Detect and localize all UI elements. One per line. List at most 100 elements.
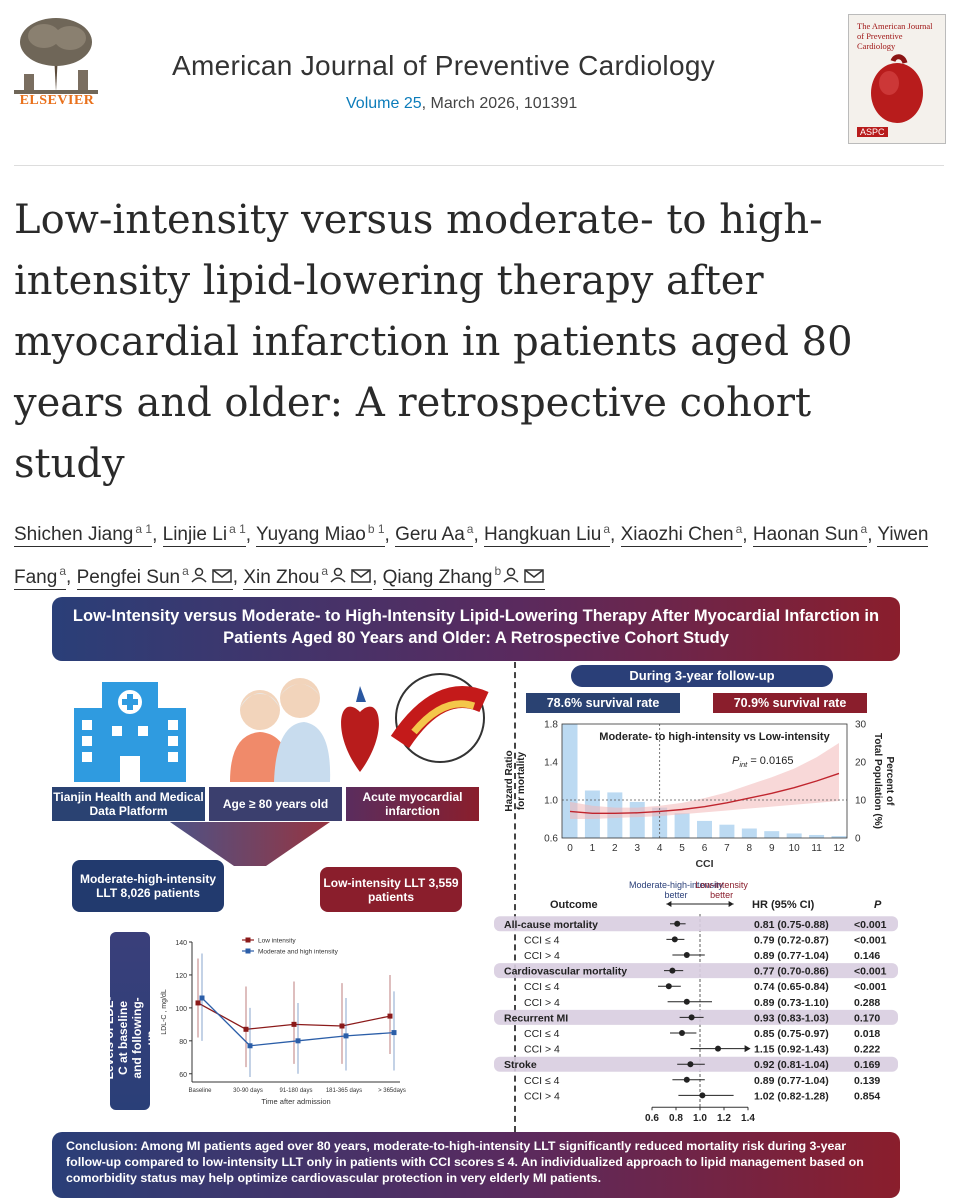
data-point [243, 1026, 249, 1032]
data-point [291, 1021, 297, 1027]
ldl-panel-label-bg [110, 932, 150, 1110]
person-email-icon[interactable] [503, 560, 545, 596]
x-tick-label: 1 [590, 843, 596, 854]
hr-value: 0.74 (0.65-0.84) [754, 981, 829, 993]
hr-value: 0.81 (0.75-0.88) [754, 919, 829, 931]
x-tick-label: 4 [657, 843, 663, 854]
publisher-name[interactable]: ELSEVIER [19, 93, 95, 108]
population-bar [697, 820, 712, 838]
left-better-label: Moderate-high-intensity better [629, 880, 724, 900]
x-tick-label: 3 [634, 843, 640, 854]
journal-title[interactable]: American Journal of Preventive Cardiolog… [172, 50, 716, 81]
author-affiliation: a [321, 564, 329, 579]
ga-illustrations [74, 673, 489, 782]
author-affiliation: a [59, 564, 66, 579]
author-link[interactable]: Yuyang Miao b 1 [255, 522, 385, 548]
data-point [343, 1033, 349, 1039]
author-list: Shichen Jiang a 1, Linjie Li a 1, Yuyang M… [14, 511, 934, 596]
author-link[interactable]: Haonan Sun a [752, 522, 868, 548]
followup-label: During 3-year follow-up [571, 665, 833, 687]
y-tick-label: 100 [175, 1006, 187, 1013]
y-tick-label: 0.6 [544, 834, 558, 845]
row-label: CCI ≤ 4 [524, 981, 560, 993]
ci-arrow [744, 1045, 751, 1053]
population-bar [764, 831, 780, 838]
row-label: CCI > 4 [524, 950, 560, 962]
x-tick-label: 0.6 [645, 1113, 659, 1124]
row-label: CCI > 4 [524, 1090, 560, 1102]
author-name: Haonan Sun [752, 524, 859, 546]
journal-cover[interactable]: The American Journal of Preventive Cardi… [848, 14, 946, 144]
author-link[interactable]: Shichen Jiang a 1 [14, 522, 153, 548]
author-link[interactable]: Pengfei Sun a [76, 564, 233, 590]
x-tick-label: Baseline [188, 1088, 212, 1094]
author-link[interactable]: Hangkuan Liu a [484, 522, 610, 548]
p-value: 0.169 [854, 1059, 880, 1071]
person-email-icon[interactable] [330, 560, 372, 596]
point-estimate [671, 936, 678, 943]
y-tick-label: 120 [175, 973, 187, 980]
legend-label: Low intensity [258, 938, 296, 945]
person-email-icon[interactable] [191, 560, 233, 596]
author-link[interactable]: Xin Zhou a [243, 564, 373, 590]
row-label: CCI > 4 [524, 997, 560, 1009]
survival-moderate: 78.6% survival rate [526, 693, 680, 713]
p-value: <0.001 [854, 919, 887, 931]
point-estimate [669, 967, 676, 974]
funnel-arrow [170, 822, 330, 866]
author-name: Qiang Zhang [382, 566, 493, 588]
legend-marker [245, 937, 251, 943]
box-age-criterion: Age ≥ 80 years old [209, 787, 342, 821]
hr-value: 0.79 (0.72-0.87) [754, 934, 829, 946]
p-value: <0.001 [854, 981, 887, 993]
y-axis-label: LDL-C , mg/dL [161, 989, 168, 1035]
volume-link[interactable]: Volume 25 [346, 95, 422, 112]
p-value: 0.018 [854, 1028, 880, 1040]
author-link[interactable]: Yiwen Fang a [14, 524, 929, 590]
ci-band [570, 743, 839, 819]
elsevier-tree-logo[interactable] [14, 14, 98, 110]
row-label: Stroke [504, 1059, 537, 1071]
cover-title: The American Journal of Preventive Cardi… [857, 21, 933, 51]
x-tick-label: 10 [789, 843, 801, 854]
box-data-platform: Tianjin Health and Medical Data Platform [52, 787, 205, 821]
author-link[interactable]: Xiaozhi Chen a [620, 522, 743, 548]
author-link[interactable]: Linjie Li a 1 [162, 522, 246, 548]
author-name: Xin Zhou [243, 566, 320, 588]
author-affiliation: a 1 [135, 522, 153, 536]
author-link[interactable]: Geru Aa a [395, 522, 474, 548]
x-tick-label: > 365days [378, 1088, 406, 1094]
author-affiliation: a [735, 522, 743, 536]
data-point [295, 1038, 301, 1044]
population-bar [831, 836, 847, 838]
article-title: Low-intensity versus moderate- to high-i… [14, 197, 853, 487]
x-axis-label: CCI [695, 858, 713, 870]
y-tick-label: 60 [179, 1072, 187, 1079]
author-separator: , [66, 566, 77, 588]
hr-value: 0.93 (0.83-1.03) [754, 1012, 829, 1024]
population-bar [741, 828, 757, 838]
author-name: Linjie Li [162, 524, 228, 546]
y-right-axis-label: Percent ofTotal Population (%) [872, 733, 895, 829]
point-estimate [687, 1061, 694, 1068]
outcome-band [494, 963, 898, 979]
cover-badge: ASPC [857, 127, 888, 137]
population-bar [719, 824, 735, 838]
author-affiliation: a [603, 522, 610, 536]
author-link[interactable]: Qiang Zhang b [382, 564, 546, 590]
author-separator: , [867, 524, 878, 546]
p-value: 0.146 [854, 950, 880, 962]
y-tick-label: 140 [175, 940, 187, 947]
point-estimate [683, 1076, 690, 1083]
y-axis-label: Hazard Ratiofor mortality [504, 750, 527, 811]
arrow-left-head [666, 901, 672, 907]
survival-low: 70.9% survival rate [713, 693, 867, 713]
author-separator: , [473, 524, 485, 546]
author-name: Hangkuan Liu [484, 524, 602, 546]
data-point [391, 1030, 397, 1036]
data-point [339, 1023, 345, 1029]
author-name: Shichen Jiang [14, 524, 134, 546]
point-estimate [679, 1030, 685, 1036]
y-right-tick-label: 20 [855, 758, 867, 769]
col-hr: HR (95% CI) [752, 899, 815, 911]
